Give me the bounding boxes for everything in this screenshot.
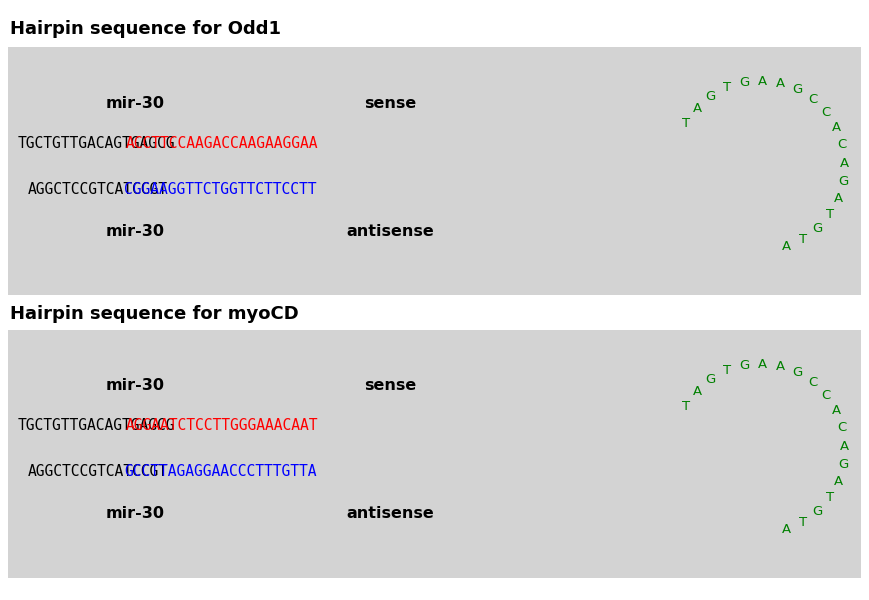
Text: G: G bbox=[706, 373, 716, 386]
Text: T: T bbox=[723, 81, 731, 94]
Text: Hairpin sequence for Odd1: Hairpin sequence for Odd1 bbox=[10, 20, 281, 38]
Text: A: A bbox=[834, 475, 843, 488]
Text: CGGAAGGTTCTGGTTCTTCCTT: CGGAAGGTTCTGGTTCTTCCTT bbox=[123, 181, 316, 196]
Text: AGGAATCTCCTTGGGAAACAAT: AGGAATCTCCTTGGGAAACAAT bbox=[126, 419, 318, 433]
Text: G: G bbox=[813, 505, 823, 518]
Text: A: A bbox=[758, 358, 767, 371]
Text: G: G bbox=[839, 175, 849, 188]
Text: A: A bbox=[776, 77, 785, 90]
Text: Hairpin sequence for myoCD: Hairpin sequence for myoCD bbox=[10, 305, 299, 323]
Text: sense: sense bbox=[364, 379, 416, 394]
Text: G: G bbox=[813, 222, 823, 235]
Text: T: T bbox=[799, 233, 807, 246]
Text: C: C bbox=[821, 106, 831, 119]
Text: G: G bbox=[740, 76, 749, 89]
Text: A: A bbox=[758, 74, 767, 88]
Text: A: A bbox=[693, 102, 702, 115]
Text: T: T bbox=[723, 364, 731, 377]
Text: A: A bbox=[840, 440, 850, 452]
Text: antisense: antisense bbox=[346, 506, 434, 521]
Text: G: G bbox=[793, 367, 803, 379]
Text: T: T bbox=[799, 516, 807, 529]
Text: sense: sense bbox=[364, 95, 416, 110]
Text: A: A bbox=[693, 385, 702, 398]
Text: GCCTTAGAGGAACCCTTTGTTA: GCCTTAGAGGAACCCTTTGTTA bbox=[123, 464, 316, 479]
Text: TGCTGTTGACAGTGAGCG: TGCTGTTGACAGTGAGCG bbox=[18, 136, 176, 151]
Text: A: A bbox=[834, 192, 843, 205]
Text: T: T bbox=[682, 117, 691, 130]
Text: T: T bbox=[826, 208, 833, 221]
Text: AGGCTCCGTCATCCGT: AGGCTCCGTCATCCGT bbox=[28, 181, 168, 196]
Text: C: C bbox=[808, 376, 818, 389]
Text: G: G bbox=[793, 83, 803, 97]
Text: A: A bbox=[840, 157, 850, 170]
Text: A: A bbox=[782, 523, 791, 536]
Text: C: C bbox=[838, 139, 847, 151]
Text: A: A bbox=[832, 121, 840, 134]
Text: ACCTTCCAAGACCAAGAAGGAA: ACCTTCCAAGACCAAGAAGGAA bbox=[126, 136, 318, 151]
Text: mir-30: mir-30 bbox=[105, 223, 164, 238]
Bar bbox=[8, 47, 861, 295]
Text: T: T bbox=[682, 400, 691, 413]
Text: A: A bbox=[782, 241, 791, 253]
Text: G: G bbox=[839, 458, 849, 471]
Text: A: A bbox=[776, 360, 785, 373]
Text: G: G bbox=[706, 90, 716, 103]
Text: C: C bbox=[808, 93, 818, 106]
Text: AGGCTCCGTCATCCGT: AGGCTCCGTCATCCGT bbox=[28, 464, 168, 479]
Text: A: A bbox=[832, 404, 840, 418]
Text: C: C bbox=[821, 389, 831, 402]
Text: mir-30: mir-30 bbox=[105, 379, 164, 394]
Text: TGCTGTTGACAGTGAGCG: TGCTGTTGACAGTGAGCG bbox=[18, 419, 176, 433]
Text: antisense: antisense bbox=[346, 223, 434, 238]
Text: mir-30: mir-30 bbox=[105, 95, 164, 110]
Text: G: G bbox=[740, 359, 749, 372]
Text: T: T bbox=[826, 491, 833, 504]
Bar bbox=[8, 330, 861, 578]
Text: C: C bbox=[838, 421, 847, 434]
Text: mir-30: mir-30 bbox=[105, 506, 164, 521]
